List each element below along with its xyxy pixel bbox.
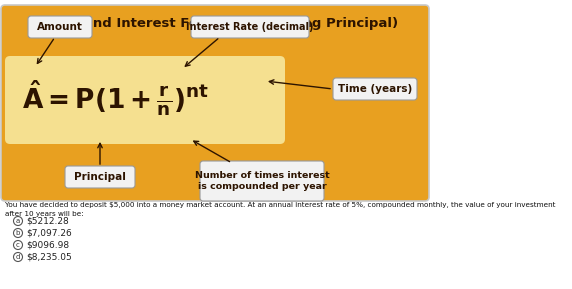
Text: a: a (16, 218, 20, 224)
Text: Amount: Amount (37, 22, 83, 32)
Text: $5212.28: $5212.28 (26, 216, 69, 225)
Text: Compound Interest Formula (including Principal): Compound Interest Formula (including Pri… (32, 17, 398, 30)
Text: d: d (16, 254, 20, 260)
FancyBboxPatch shape (28, 16, 92, 38)
Text: $8,235.05: $8,235.05 (26, 253, 72, 262)
Text: $\mathbf{\hat{A} = P(1+\frac{r}{n})^{nt}}$: $\mathbf{\hat{A} = P(1+\frac{r}{n})^{nt}… (22, 78, 209, 118)
FancyBboxPatch shape (1, 5, 429, 201)
FancyBboxPatch shape (191, 16, 309, 38)
Text: Time (years): Time (years) (338, 84, 412, 94)
FancyBboxPatch shape (200, 161, 324, 201)
FancyBboxPatch shape (5, 56, 285, 144)
Text: Principal: Principal (74, 172, 126, 182)
Text: $9096.98: $9096.98 (26, 240, 69, 249)
Text: $7,097.26: $7,097.26 (26, 229, 72, 238)
Text: Number of times interest
is compounded per year: Number of times interest is compounded p… (194, 171, 329, 191)
FancyBboxPatch shape (333, 78, 417, 100)
Text: b: b (16, 230, 20, 236)
Text: You have decided to deposit $5,000 into a money market account. At an annual int: You have decided to deposit $5,000 into … (5, 202, 555, 208)
Text: after 10 years will be:: after 10 years will be: (5, 211, 84, 217)
Text: Interest Rate (decimal): Interest Rate (decimal) (186, 22, 314, 32)
Text: c: c (16, 242, 20, 248)
FancyBboxPatch shape (65, 166, 135, 188)
